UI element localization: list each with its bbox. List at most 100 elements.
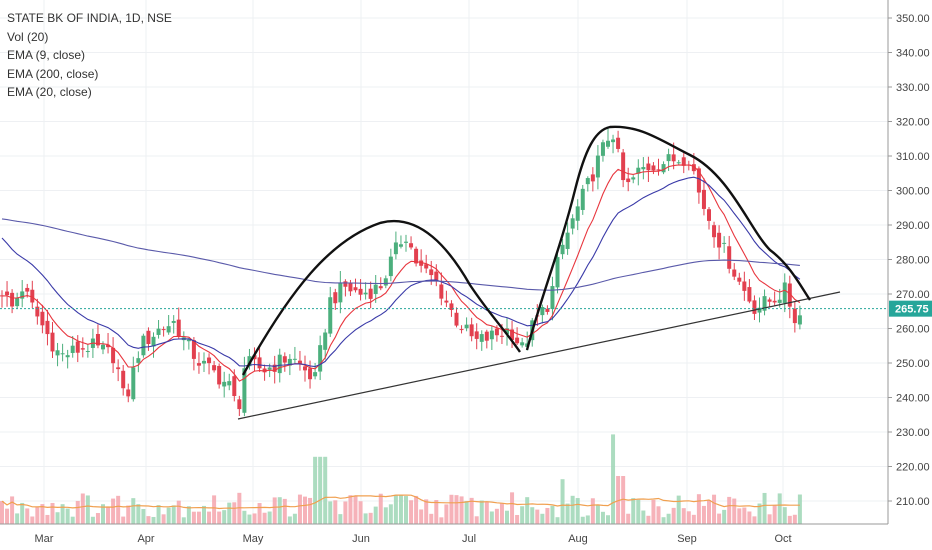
candle-body [131, 367, 136, 400]
y-tick-label: 330.00 [896, 82, 930, 94]
volume-bar [65, 508, 70, 524]
y-tick-label: 350.00 [896, 13, 930, 25]
volume-bar [550, 505, 555, 524]
volume-bar [217, 511, 222, 524]
volume-bar [303, 496, 307, 524]
ema-lines [1, 164, 801, 382]
volume-bar [80, 493, 85, 524]
candle-body [287, 358, 292, 366]
x-tick-label: Sep [677, 533, 697, 545]
volume-bar [95, 513, 100, 524]
volume-bar [540, 513, 545, 524]
candle-body [161, 329, 166, 331]
volume-bar [666, 513, 671, 524]
volume-bar [328, 501, 333, 524]
candle-body [15, 297, 20, 307]
candle-body [388, 256, 393, 277]
candle-body [681, 157, 686, 166]
candle-body [25, 287, 30, 292]
x-tick-label: Aug [568, 533, 588, 545]
candle-body [600, 142, 605, 156]
volume-bar [358, 501, 363, 524]
volume-bar [409, 500, 414, 524]
volume-bar [393, 494, 398, 524]
candle-body [762, 296, 767, 311]
volume-bar [595, 505, 600, 524]
annotations [0, 125, 888, 420]
volume-bar [212, 495, 217, 524]
candle-body [646, 163, 651, 171]
candle-body [383, 278, 388, 286]
volume-bar [590, 498, 595, 524]
candle-body [35, 306, 40, 317]
volume-bar [449, 494, 454, 524]
candle-body [348, 283, 353, 292]
volume-bar [787, 515, 792, 524]
volume-bar [747, 511, 752, 524]
candle-body [166, 326, 171, 333]
volume-bar [161, 514, 166, 524]
volume-bar [636, 499, 641, 524]
candle-body [464, 324, 469, 329]
candle-body [373, 284, 378, 295]
candle-body [782, 282, 787, 304]
legend: STATE BK OF INDIA, 1D, NSE Vol (20) EMA … [7, 9, 172, 102]
candle-body [565, 232, 570, 249]
candle-body [444, 300, 449, 303]
volume-bar [5, 508, 10, 524]
volume-bar [515, 514, 520, 524]
y-tick-label: 280.00 [896, 255, 930, 267]
volume-bar [459, 496, 464, 524]
volume-bar [378, 493, 383, 524]
volume-bar [479, 500, 484, 524]
candle-body [742, 281, 747, 291]
volume-bar [646, 515, 651, 524]
candle-body [237, 399, 242, 410]
y-tick-label: 220.00 [896, 462, 930, 474]
volume-ma [1, 494, 800, 510]
volume-bar [388, 504, 393, 524]
candle-body [409, 243, 414, 248]
candle-body [767, 299, 772, 302]
chart-title: STATE BK OF INDIA, 1D, NSE [7, 11, 172, 25]
candle-body [712, 225, 717, 238]
candle-body [252, 355, 257, 360]
volume-bar [207, 511, 212, 524]
candle-body [272, 364, 277, 372]
candle-body [338, 282, 343, 303]
candle-body [267, 367, 272, 370]
volume-bar [373, 506, 378, 524]
candle-body [459, 329, 464, 331]
volume-bar [717, 513, 722, 524]
volume-bar [202, 505, 206, 524]
candle-body [454, 312, 459, 326]
candle-body [696, 168, 701, 193]
x-tick-label: Oct [774, 533, 791, 545]
volume-bar [585, 515, 590, 524]
y-tick-label: 310.00 [896, 151, 930, 163]
volume-bar [257, 503, 262, 524]
volume-bar [176, 500, 181, 524]
volume-bar [252, 513, 257, 524]
volume-bar [227, 502, 232, 524]
candle-body [707, 209, 711, 221]
volume-bar [580, 516, 585, 524]
candle-body [611, 139, 616, 143]
volume-bar [25, 508, 30, 524]
candle-body [439, 284, 444, 299]
candle-body [701, 189, 706, 209]
candles [0, 128, 802, 417]
volume-bar [707, 500, 711, 524]
volume-bar [35, 507, 40, 524]
candle-body [499, 335, 504, 337]
volume-bar [651, 499, 656, 524]
volume-bar [292, 513, 297, 524]
volume-bar [429, 513, 434, 524]
volume-bar [196, 511, 201, 524]
candle-body [585, 178, 590, 185]
volume-bar [398, 494, 403, 524]
volume-bar [439, 517, 444, 524]
candle-body [106, 344, 111, 348]
candle-body [207, 357, 212, 364]
